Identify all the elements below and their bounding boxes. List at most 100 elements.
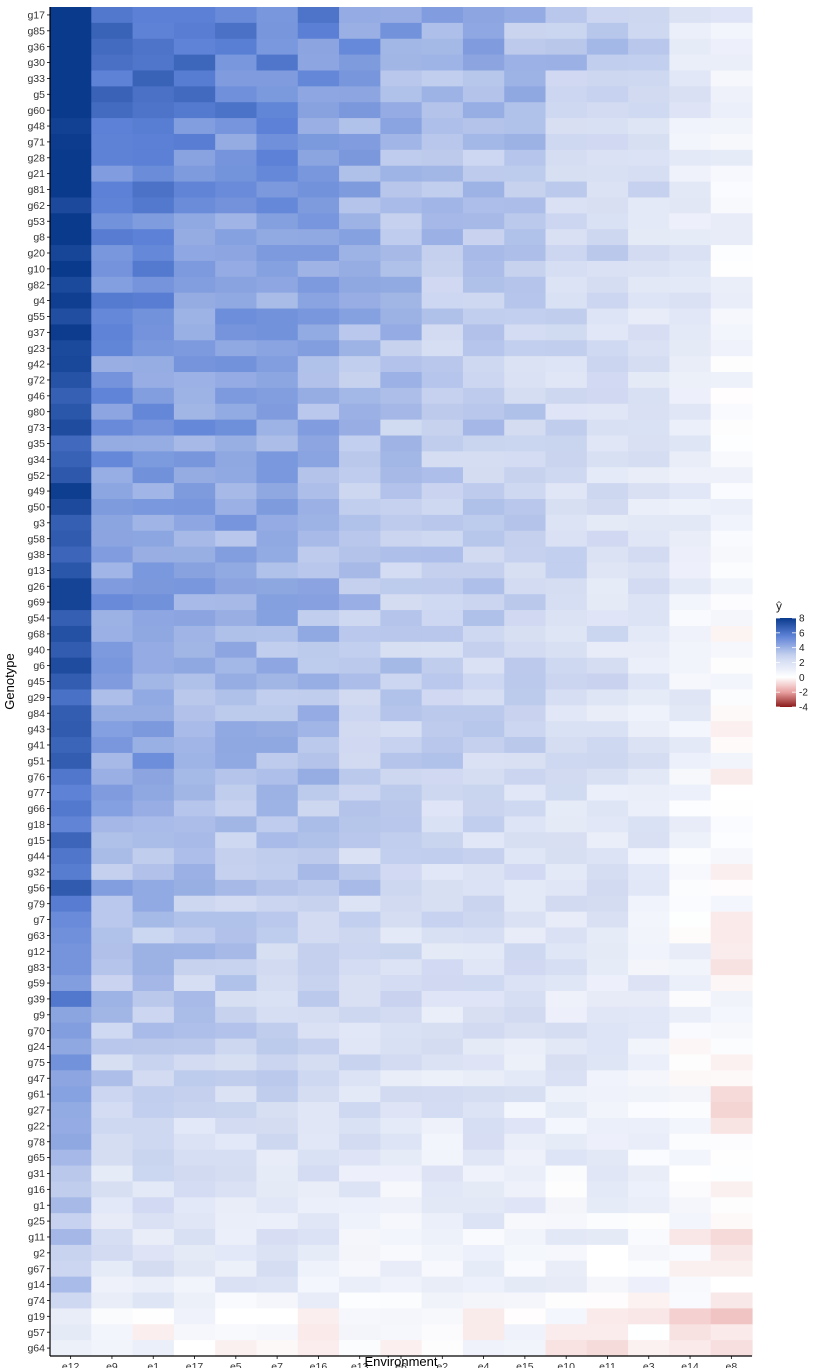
heatmap-cell <box>215 975 258 992</box>
heatmap-cell <box>669 292 712 310</box>
heatmap-cell <box>421 1308 464 1325</box>
heatmap-cell <box>504 1324 547 1341</box>
heatmap-cell <box>132 1276 175 1294</box>
heatmap-cell <box>710 911 753 929</box>
heatmap-cell <box>545 800 588 817</box>
heatmap-cell <box>628 990 671 1008</box>
heatmap-cell <box>91 673 134 691</box>
heatmap-cell <box>380 705 423 722</box>
heatmap-cell <box>132 1054 175 1071</box>
heatmap-cell <box>504 7 547 24</box>
heatmap-cell <box>504 372 547 389</box>
heatmap-cell <box>215 768 258 786</box>
heatmap-cell <box>669 737 712 754</box>
y-tick-label: g33 <box>27 73 45 85</box>
heatmap-cell <box>586 1086 629 1103</box>
heatmap-cell <box>545 356 588 373</box>
x-axis-title: Environment <box>365 1354 438 1368</box>
y-tick-label: g37 <box>27 327 45 339</box>
heatmap-cell <box>421 149 464 167</box>
heatmap-cell <box>297 1117 340 1135</box>
heatmap-cell <box>380 1133 423 1151</box>
heatmap-cell <box>297 625 340 643</box>
heatmap-cell <box>50 22 92 40</box>
heatmap-cell <box>504 768 547 786</box>
heatmap-cell <box>173 1054 216 1071</box>
heatmap-cell <box>173 54 216 72</box>
heatmap-cell <box>339 705 381 722</box>
heatmap-cell <box>504 1070 547 1087</box>
heatmap-cell <box>462 721 505 738</box>
heatmap-cell <box>132 832 175 849</box>
x-tick-labels: e12 e9 e1 e17 e5 e7 e16 e13 e6 e2 e4 e15 e10 e11 e3 e14… <box>62 1356 737 1368</box>
heatmap-cell <box>628 419 671 437</box>
heatmap-cell <box>380 213 423 230</box>
heatmap-cell <box>545 1070 588 1087</box>
heatmap-cell <box>380 1006 423 1024</box>
heatmap-cell <box>421 356 464 373</box>
heatmap-cell <box>586 673 629 691</box>
heatmap-cell <box>628 1276 671 1294</box>
heatmap-cell <box>669 959 712 976</box>
heatmap-cell <box>215 213 258 230</box>
heatmap-cell <box>669 546 712 564</box>
heatmap-cell <box>545 689 588 706</box>
heatmap-cell <box>91 800 134 817</box>
heatmap-cell <box>297 419 340 437</box>
heatmap-cell <box>215 22 258 40</box>
heatmap-cell <box>710 403 753 421</box>
heatmap-cell <box>50 959 92 976</box>
heatmap-cell <box>91 308 134 326</box>
heatmap-cell <box>421 1070 464 1087</box>
heatmap-cell <box>586 1260 629 1278</box>
heatmap-cell <box>297 816 340 833</box>
heatmap-cell <box>669 895 712 913</box>
heatmap-cell <box>91 1006 134 1024</box>
heatmap-cell <box>91 70 134 87</box>
heatmap-cell <box>132 895 175 913</box>
heatmap-cell <box>504 848 547 865</box>
heatmap-cell <box>628 435 671 452</box>
heatmap-cell <box>339 308 381 326</box>
heatmap-cell <box>380 133 423 151</box>
heatmap-cell <box>586 118 629 135</box>
heatmap-cell <box>710 1213 753 1230</box>
heatmap-cell <box>215 245 258 262</box>
heatmap-cell <box>710 1181 753 1198</box>
heatmap-cell <box>586 1022 629 1040</box>
heatmap-cell <box>669 197 712 214</box>
heatmap-cell <box>710 990 753 1008</box>
heatmap-cell <box>710 22 753 40</box>
heatmap-cell <box>462 1006 505 1024</box>
heatmap-cell <box>297 1244 340 1262</box>
heatmap-cell <box>50 1260 92 1278</box>
heatmap-cell <box>669 641 712 659</box>
heatmap-cell <box>669 165 712 183</box>
heatmap-cell <box>504 197 547 214</box>
heatmap-cell <box>91 530 134 548</box>
heatmap-cell <box>91 1054 134 1071</box>
heatmap-cell <box>669 324 712 341</box>
heatmap-cell <box>586 1054 629 1071</box>
heatmap-cell <box>50 451 92 468</box>
heatmap-cell <box>628 895 671 913</box>
y-tick-label: g35 <box>27 438 45 450</box>
heatmap-cell <box>586 165 629 183</box>
heatmap-cell <box>339 213 381 230</box>
heatmap-cell <box>462 737 505 754</box>
heatmap-cell <box>462 562 505 579</box>
heatmap-cell <box>215 1260 258 1278</box>
heatmap-cell <box>710 229 753 246</box>
heatmap-cell <box>669 213 712 230</box>
heatmap-cell <box>380 1244 423 1262</box>
heatmap-cell <box>256 340 299 357</box>
heatmap-cell <box>586 356 629 373</box>
heatmap-cell <box>173 149 216 167</box>
heatmap-cell <box>545 1006 588 1024</box>
heatmap-cell <box>380 102 423 119</box>
heatmap-cell <box>91 1117 134 1135</box>
heatmap-cell <box>462 181 505 199</box>
heatmap-cell <box>50 768 92 786</box>
y-tick-label: g58 <box>27 533 45 545</box>
heatmap-cell <box>50 1244 92 1262</box>
